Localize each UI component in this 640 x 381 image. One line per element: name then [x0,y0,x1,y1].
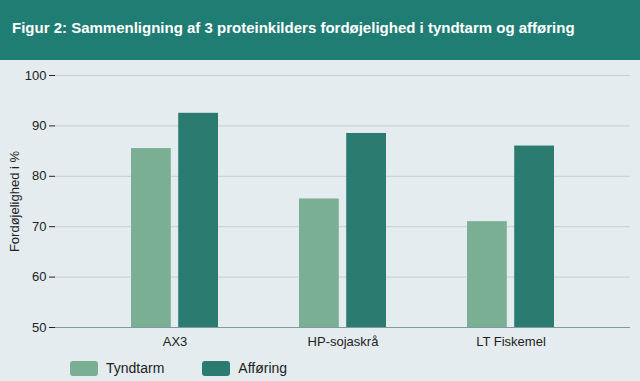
svg-text:90: 90 [32,118,46,133]
html-text:Tyndtarm: Tyndtarm [106,360,165,376]
svg-text:LT Fiskemel: LT Fiskemel [476,334,546,349]
html-text:Figur 2: Sammenligning af 3 pr: Figur 2: Sammenligning af 3 proteinkilde… [12,19,575,36]
svg-text:AX3: AX3 [163,334,188,349]
html-text:Afføring: Afføring [238,360,288,376]
svg-text:Fordøjelighed i %: Fordøjelighed i % [7,150,22,252]
svg-text:50: 50 [32,320,46,335]
svg-text:100: 100 [25,68,47,83]
svg-text:60: 60 [32,269,46,284]
svg-text:70: 70 [32,219,46,234]
svg-text:80: 80 [32,168,46,183]
svg-text:HP-sojaskrå: HP-sojaskrå [308,334,380,349]
